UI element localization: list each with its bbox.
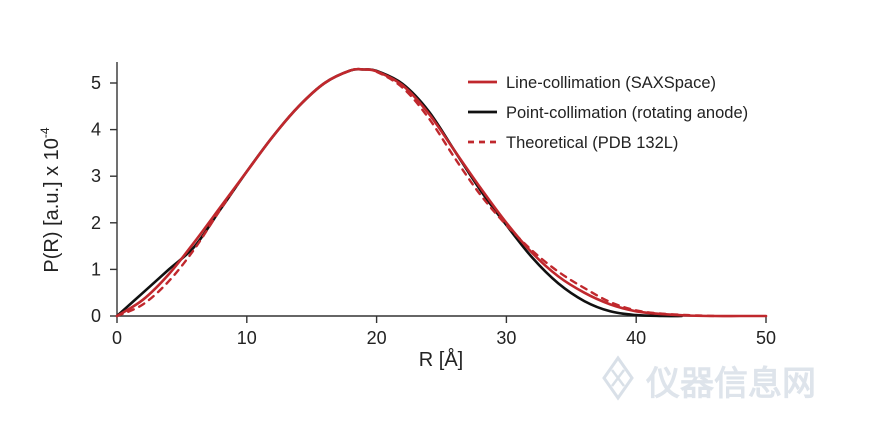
y-tick-label: 2 xyxy=(91,213,101,233)
y-tick-label: 1 xyxy=(91,259,101,279)
y-tick-label: 0 xyxy=(91,306,101,326)
x-tick-label: 30 xyxy=(496,328,516,348)
watermark: 仪器信息网 xyxy=(602,355,816,404)
legend-item-line-collimation: Line-collimation (SAXSpace) xyxy=(468,74,716,92)
x-ticks: 0 10 20 30 40 50 xyxy=(112,316,776,348)
x-tick-label: 40 xyxy=(626,328,646,348)
x-tick-label: 20 xyxy=(367,328,387,348)
y-tick-label: 5 xyxy=(91,73,101,93)
series-theoretical xyxy=(115,67,716,318)
legend: Line-collimation (SAXSpace) Point-collima… xyxy=(468,74,748,152)
watermark-text: 仪器信息网 xyxy=(645,364,816,404)
legend-label: Line-collimation (SAXSpace) xyxy=(506,74,716,92)
y-tick-label: 4 xyxy=(91,120,101,140)
y-axis-label-exponent: -4 xyxy=(38,127,52,138)
x-tick-label: 50 xyxy=(756,328,776,348)
x-tick-label: 10 xyxy=(237,328,257,348)
legend-label: Theoretical (PDB 132L) xyxy=(506,134,678,152)
y-axis-label: P(R) [a.u.] x 10-4 xyxy=(38,127,63,272)
y-tick-label: 3 xyxy=(91,166,101,186)
legend-item-theoretical: Theoretical (PDB 132L) xyxy=(468,134,678,152)
legend-item-point-collimation: Point-collimation (rotating anode) xyxy=(468,104,748,122)
series-group xyxy=(115,67,768,318)
x-axis-label: R [Å] xyxy=(419,348,463,371)
instrument-logo-icon xyxy=(602,355,634,401)
y-axis-label-main: P(R) [a.u.] x 10 xyxy=(41,138,63,273)
y-ticks: 0 1 2 3 4 5 xyxy=(91,73,117,326)
x-tick-label: 0 xyxy=(112,328,122,348)
legend-label: Point-collimation (rotating anode) xyxy=(506,104,748,122)
axes xyxy=(116,62,766,317)
